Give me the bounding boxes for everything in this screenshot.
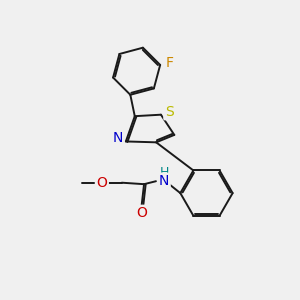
Text: N: N xyxy=(112,131,123,146)
Text: S: S xyxy=(165,105,174,119)
Text: O: O xyxy=(136,206,147,220)
Text: N: N xyxy=(159,174,169,188)
Text: H: H xyxy=(159,167,169,179)
Text: F: F xyxy=(166,56,174,70)
Text: O: O xyxy=(96,176,107,190)
